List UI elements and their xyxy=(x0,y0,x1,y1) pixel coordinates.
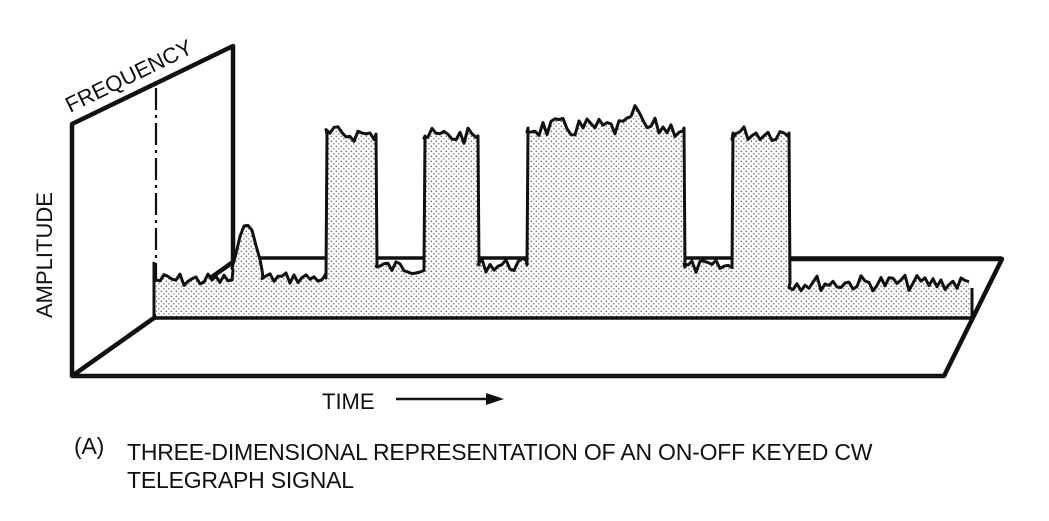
amplitude-label: AMPLITUDE xyxy=(32,192,57,318)
caption-line-2: TELEGRAPH SIGNAL xyxy=(127,467,354,493)
time-arrow-head xyxy=(486,393,504,405)
signal-envelope xyxy=(155,104,970,293)
time-label: TIME xyxy=(322,389,375,414)
caption-label: (A) xyxy=(74,433,105,459)
caption-line-1: THREE-DIMENSIONAL REPRESENTATION OF AN O… xyxy=(127,439,873,465)
signal-fill xyxy=(156,105,972,318)
